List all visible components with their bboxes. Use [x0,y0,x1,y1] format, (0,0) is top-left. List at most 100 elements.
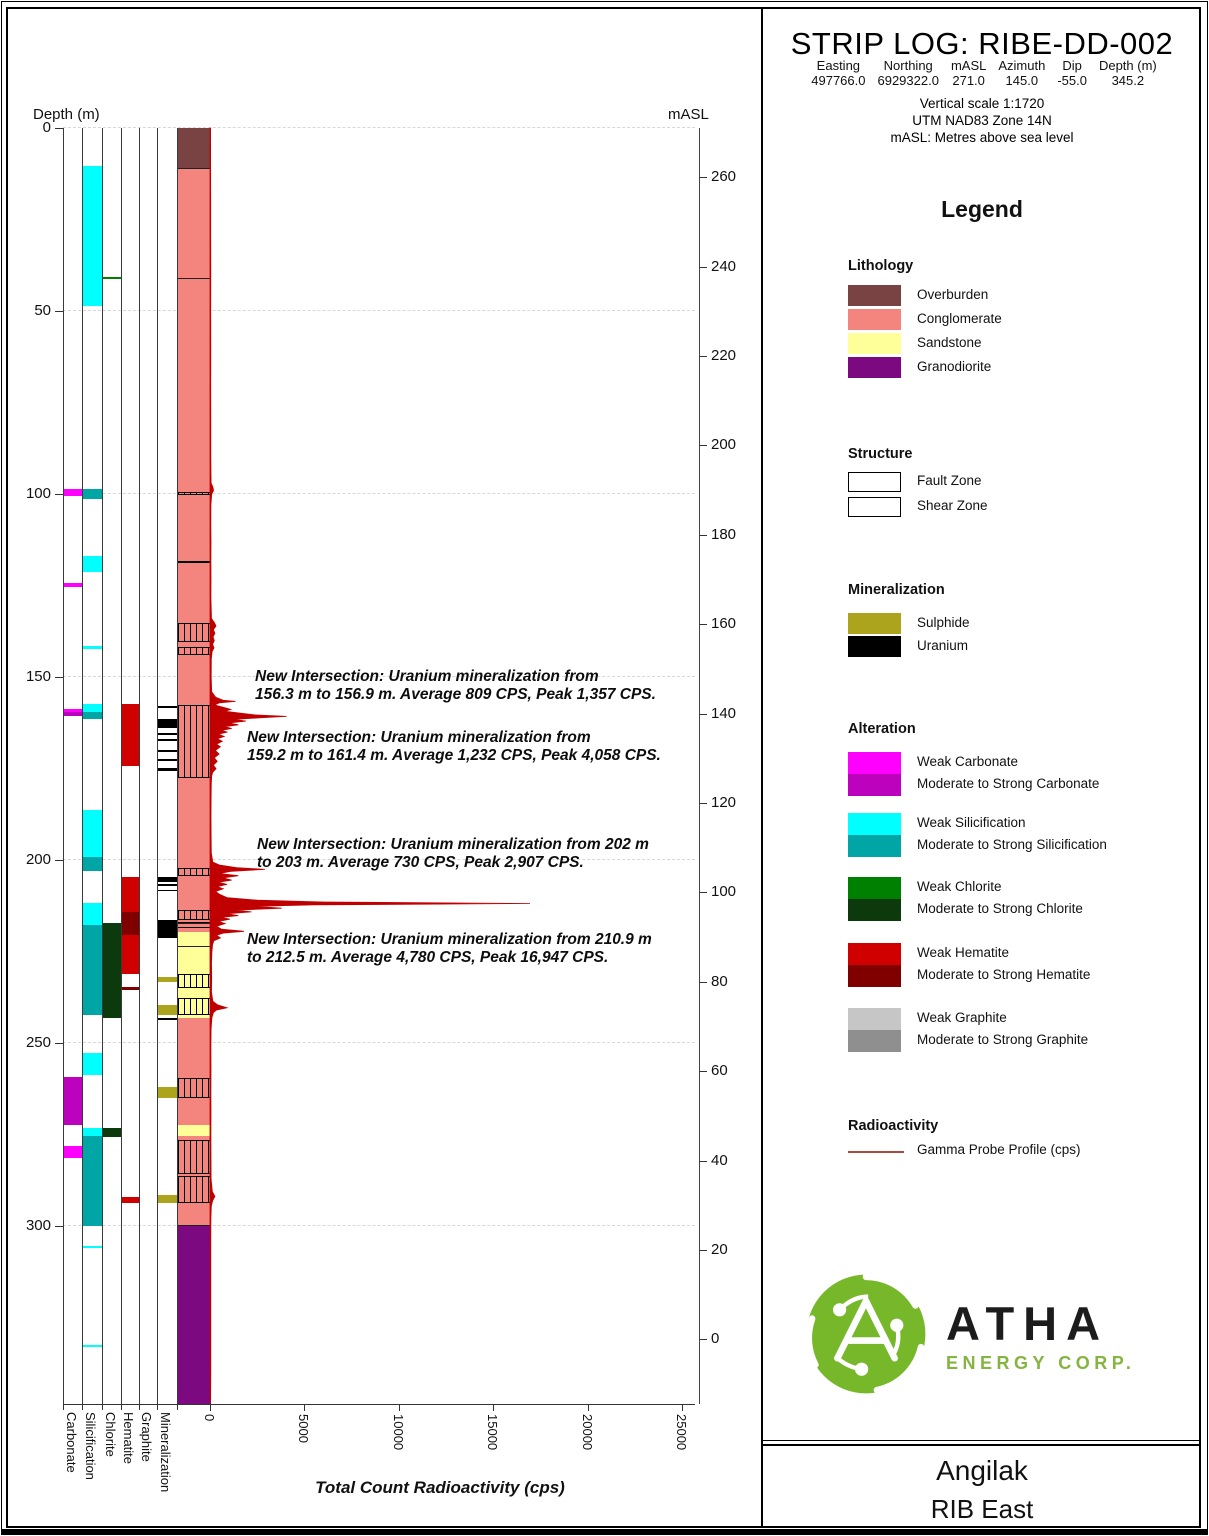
depth-tick-label: 300 [25,1217,51,1235]
cps-tick-label: 15000 [485,1414,501,1451]
masl-tick-label: 220 [711,346,737,364]
hematite-interval [122,935,139,974]
cps-tick-label: 25000 [674,1414,689,1451]
legend-swatch-sandstone [848,333,901,354]
masl-tick [699,1339,707,1341]
masl-tick-label: 0 [711,1330,720,1348]
footer-divider-thick [763,1444,1200,1446]
info-cell-masl: mASL 271.0 [945,58,992,88]
info-label: Azimuth [998,58,1046,73]
legend-swatch-shear [848,497,901,517]
lithology-contact-line [178,278,211,280]
structure-fault-zone [178,1175,211,1204]
depth-tick [55,677,63,679]
silicification-interval [83,704,102,713]
legend-swatch-chlorite_strong [848,899,901,921]
annotation-line: 159.2 m to 161.4 m. Average 1,232 CPS, P… [247,747,661,765]
cps-tick-label: 10000 [390,1414,406,1451]
datum-note: UTM NAD83 Zone 14N [912,113,1052,128]
column-bottom-tick [102,1404,103,1410]
info-value: 145.0 [1005,73,1039,88]
intersection-annotation: New Intersection: Uranium mineralization… [257,836,649,873]
structure-fault-zone [178,997,211,1016]
carbonate-interval [64,583,82,588]
carbonate-interval [64,1077,82,1126]
info-label: mASL [950,58,987,73]
column-border-line [121,128,122,1404]
legend-label-sulphide: Sulphide [917,614,970,630]
logo-company-subname: ENERGY CORP. [946,1353,1136,1373]
masl-tick [699,355,707,357]
legend-label-silicification_strong: Moderate to Strong Silicification [917,837,1107,852]
mineralization-interval [158,977,177,983]
main-frame [6,7,1201,1528]
info-cell-dip: Dip -55.0 [1051,58,1093,88]
mineralization-interval [158,884,177,886]
column-bottom-tick [63,1404,64,1410]
mineralization-interval [158,750,177,753]
column-bottom-tick [121,1404,122,1410]
masl-note: mASL: Metres above sea level [890,130,1074,145]
atha-logo-icon [800,1268,932,1405]
masl-tick-label: 120 [711,793,737,811]
masl-tick-label: 140 [711,704,737,722]
silicification-interval [83,925,102,1016]
column-border-line [177,128,178,1404]
lithology-contact-line [178,1224,211,1226]
lithology-interval-granodiorite [178,1224,211,1405]
info-value: 497766.0 [811,73,866,88]
lithology-interval-overburden [178,128,211,169]
lithology-interval-conglomerate [178,168,211,933]
annotation-line: New Intersection: Uranium mineralization… [255,668,599,685]
column-label-chlorite: Chlorite [102,1412,118,1457]
column-bottom-tick [82,1404,83,1410]
info-label: Easting [816,58,861,73]
info-cell-easting: Easting 497766.0 [805,58,871,88]
legend-swatch-uranium [848,636,901,657]
scale-note: Vertical scale 1:1720 [919,96,1045,111]
mineralization-interval [158,877,177,882]
info-value: 271.0 [952,73,985,88]
masl-tick-label: 180 [711,525,737,543]
masl-tick-label: 20 [711,1240,728,1258]
mineralization-interval [158,739,177,741]
masl-tick-label: 100 [711,883,737,901]
intersection-annotation: New Intersection: Uranium mineralization… [255,668,656,705]
silicification-interval [83,810,102,857]
legend-label-uranium: Uranium [917,637,969,653]
legend-label-conglomerate: Conglomerate [917,310,1002,326]
mineralization-interval [158,1017,177,1020]
silicification-interval [83,1135,102,1226]
legend-section-heading: Mineralization [848,582,945,598]
lithology-contact-line [178,168,211,170]
depth-tick [55,860,63,862]
legend-title: Legend [941,196,1023,222]
legend-label-fault: Fault Zone [917,473,982,488]
info-value: -55.0 [1057,73,1087,88]
masl-tick-label: 240 [711,257,737,275]
legend-swatch-chlorite_weak [848,877,901,899]
intersection-annotation: New Intersection: Uranium mineralization… [247,931,652,968]
legend-swatch-granodiorite [848,357,901,378]
company-logo: ATHA ENERGY CORP. [800,1268,1180,1405]
masl-tick-label: 60 [711,1062,728,1080]
hematite-interval [122,877,139,913]
silicification-interval [83,712,102,719]
masl-tick [699,802,707,804]
column-label-mineralization: Mineralization [158,1412,173,1493]
masl-tick [699,1160,707,1162]
masl-tick [699,713,707,715]
legend-swatch-silicification_weak [848,813,901,835]
legend-label-graphite_strong: Moderate to Strong Graphite [917,1032,1089,1047]
carbonate-interval [64,712,82,717]
depth-tick-label: 0 [42,119,51,136]
legend-swatch-conglomerate [848,309,901,330]
silicification-interval [83,646,102,649]
cps-tick [493,1404,495,1411]
depth-tick [55,1043,63,1045]
column-border-line [82,128,83,1404]
legend-swatch-fault [848,472,901,492]
cps-tick [398,1404,400,1411]
structure-fault-zone [178,560,211,564]
column-label-hematite: Hematite [121,1412,136,1465]
